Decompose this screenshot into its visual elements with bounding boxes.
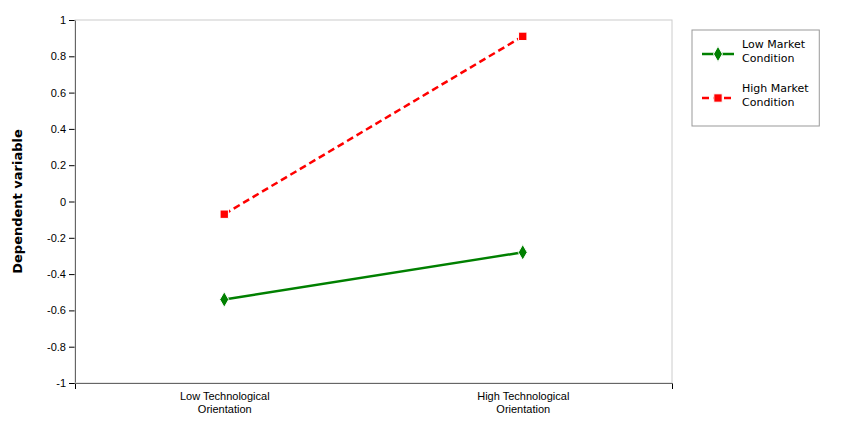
x-tick-label-line: High Technological	[477, 390, 569, 402]
y-tick-label: 0.6	[51, 87, 66, 99]
y-tick-mark	[69, 20, 75, 21]
plot-frame	[75, 20, 672, 383]
y-tick-mark	[69, 310, 75, 311]
y-tick: 0	[60, 196, 75, 208]
plot: -1 -0.8 -0.6 -0.4 -0.2 0 0.2 0.4 0.6 0.8 1 Low Tech…	[47, 14, 672, 415]
y-tick-label: -1	[56, 377, 66, 389]
legend-label-line: High Market	[742, 82, 809, 95]
legend-frame	[692, 30, 819, 126]
y-tick: 0.6	[51, 87, 75, 99]
x-tick-label-line: Orientation	[198, 403, 252, 415]
y-tick-label: 0.4	[51, 123, 66, 135]
y-tick-mark	[69, 129, 75, 130]
legend-label-line: Condition	[742, 96, 795, 109]
y-tick: -0.6	[47, 304, 75, 316]
y-tick-label: 0	[60, 196, 66, 208]
y-tick: 0.2	[51, 159, 75, 171]
y-tick: -0.8	[47, 341, 75, 353]
y-tick-mark	[69, 202, 75, 203]
y-tick-mark	[69, 347, 75, 348]
y-tick-label: -0.4	[47, 268, 66, 280]
x-axis: Low TechnologicalOrientationHigh Technol…	[76, 384, 673, 416]
x-tick: High TechnologicalOrientation	[477, 390, 569, 415]
y-tick-mark	[69, 93, 75, 94]
x-tick-label-line: Low Technological	[180, 390, 270, 402]
legend-item: Low MarketCondition	[702, 38, 806, 65]
y-tick: 1	[60, 14, 75, 26]
y-tick-mark	[69, 56, 75, 57]
y-tick-label: 1	[60, 14, 66, 26]
y-tick: 0.8	[51, 50, 75, 62]
legend-swatch-marker	[714, 46, 723, 62]
series	[220, 245, 527, 308]
x-tick-label: Low TechnologicalOrientation	[180, 390, 270, 415]
y-tick: -1	[56, 377, 75, 389]
y-tick-label: 0.8	[51, 50, 66, 62]
y-tick-mark	[69, 165, 75, 166]
marks	[220, 32, 527, 307]
series	[220, 32, 527, 218]
series-marker	[519, 32, 527, 40]
series-marker	[220, 292, 229, 308]
y-tick-mark	[69, 383, 75, 384]
series-marker	[220, 210, 228, 218]
series-line	[224, 36, 523, 214]
y-tick-mark	[69, 274, 75, 275]
x-tick-label: High TechnologicalOrientation	[477, 390, 569, 415]
legend-label-line: Condition	[742, 52, 795, 65]
x-axis-line	[76, 384, 673, 390]
y-tick-mark	[69, 238, 75, 239]
y-tick-label: -0.2	[47, 232, 66, 244]
legend-label: Low MarketCondition	[742, 38, 806, 65]
y-tick: -0.4	[47, 268, 75, 280]
y-axis-title: Dependent variable	[10, 129, 25, 274]
chart: -1 -0.8 -0.6 -0.4 -0.2 0 0.2 0.4 0.6 0.8 1 Low Tech…	[0, 0, 852, 438]
legend-swatch-marker	[714, 94, 722, 102]
x-tick: Low TechnologicalOrientation	[180, 390, 270, 415]
legend-item: High MarketCondition	[702, 82, 809, 109]
legend: Low MarketConditionHigh MarketCondition	[692, 30, 819, 126]
legend-label-line: Low Market	[742, 38, 806, 51]
y-tick-label: 0.2	[51, 159, 66, 171]
y-tick-label: -0.6	[47, 304, 66, 316]
series-line	[224, 252, 523, 299]
x-tick-label-line: Orientation	[496, 403, 550, 415]
y-tick: 0.4	[51, 123, 75, 135]
y-tick: -0.2	[47, 232, 75, 244]
series-marker	[518, 245, 527, 261]
y-tick-label: -0.8	[47, 341, 66, 353]
legend-label: High MarketCondition	[742, 82, 809, 109]
y-axis: -1 -0.8 -0.6 -0.4 -0.2 0 0.2 0.4 0.6 0.8 1	[47, 14, 75, 389]
